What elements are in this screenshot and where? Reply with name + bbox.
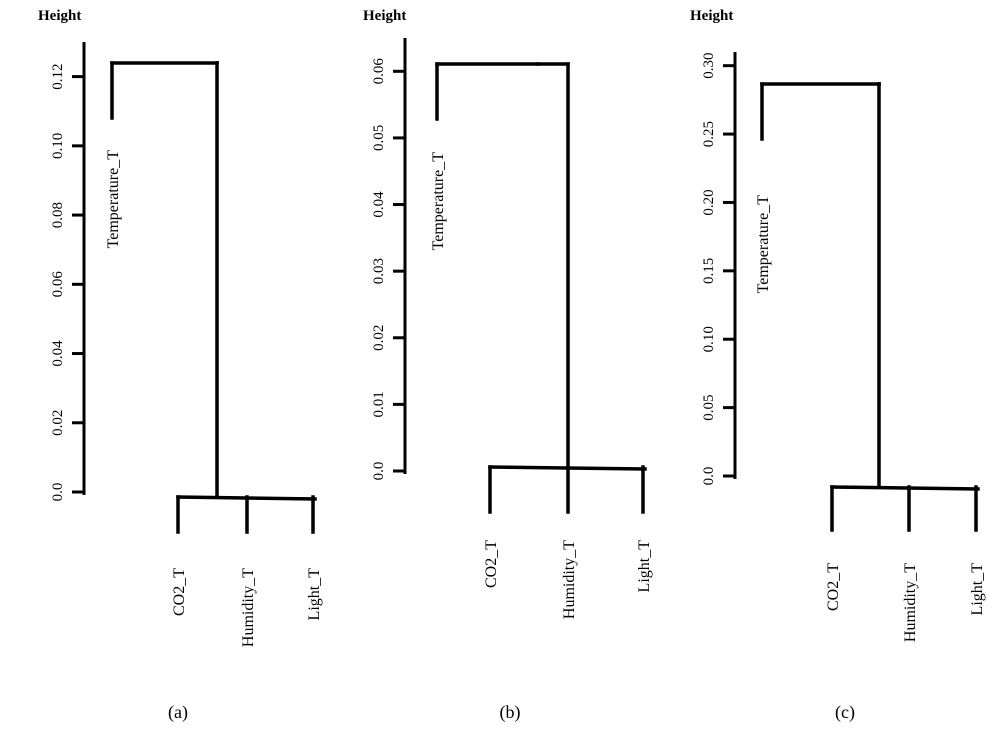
leaf-label-temperature: Temperature_T bbox=[430, 152, 447, 251]
y-axis-title: Height bbox=[690, 8, 733, 24]
cluster-bar bbox=[830, 485, 980, 491]
leaf-label: Humidity_T bbox=[240, 568, 257, 647]
y-tick-label: 0.30 bbox=[701, 53, 717, 79]
y-tick-label: 0.10 bbox=[50, 133, 66, 159]
leaf-label: Light_T bbox=[969, 563, 986, 616]
y-tick-label: 0.04 bbox=[371, 191, 387, 218]
panel-label: (b) bbox=[500, 702, 521, 723]
leaf-label: Light_T bbox=[636, 540, 653, 593]
y-tick-label: 0.25 bbox=[701, 121, 717, 147]
y-axis-title: Height bbox=[38, 8, 81, 24]
leaf-label-temperature: Temperature_T bbox=[105, 150, 122, 249]
dendrogram-panel-b: Height 0.0 0.01 0.02 0.03 0.04 0.05 0.06 Tempera… bbox=[363, 8, 653, 723]
y-tick-label: 0.08 bbox=[50, 202, 66, 228]
panel-label: (c) bbox=[835, 702, 855, 723]
y-tick-label: 0.06 bbox=[371, 58, 387, 85]
leaf-label: Light_T bbox=[306, 568, 323, 621]
y-tick-label: 0.0 bbox=[371, 462, 387, 481]
y-tick-label: 0.10 bbox=[701, 326, 717, 352]
y-tick-label: 0.12 bbox=[50, 63, 66, 89]
y-tick-label: 0.04 bbox=[50, 340, 66, 367]
y-tick-label: 0.20 bbox=[701, 189, 717, 215]
y-tick-label: 0.15 bbox=[701, 258, 717, 284]
y-tick-label: 0.0 bbox=[50, 483, 66, 502]
dendrogram-panel-c: Height 0.0 0.05 0.10 0.15 0.20 0.25 0.30 Tempera… bbox=[690, 8, 986, 723]
dendrogram-panel-a: Height 0.0 0.02 0.04 0.06 0.08 0.10 0.12 Tempera… bbox=[38, 8, 323, 723]
y-axis-title: Height bbox=[363, 8, 406, 24]
panel-label: (a) bbox=[168, 702, 188, 723]
y-tick-label: 0.05 bbox=[701, 394, 717, 420]
leaf-label-temperature: Temperature_T bbox=[755, 195, 772, 294]
y-tick-label: 0.02 bbox=[50, 410, 66, 436]
leaf-label: Humidity_T bbox=[561, 540, 578, 619]
y-tick-label: 0.03 bbox=[371, 258, 387, 284]
leaf-label: Humidity_T bbox=[902, 563, 919, 642]
leaf-label: CO2_T bbox=[171, 568, 188, 616]
y-tick-label: 0.0 bbox=[701, 467, 717, 486]
y-tick-label: 0.06 bbox=[50, 271, 66, 298]
leaf-label: CO2_T bbox=[825, 563, 842, 611]
y-tick-label: 0.01 bbox=[371, 391, 387, 417]
leaf-label: CO2_T bbox=[483, 540, 500, 588]
y-tick-label: 0.05 bbox=[371, 125, 387, 151]
y-tick-label: 0.02 bbox=[371, 325, 387, 351]
